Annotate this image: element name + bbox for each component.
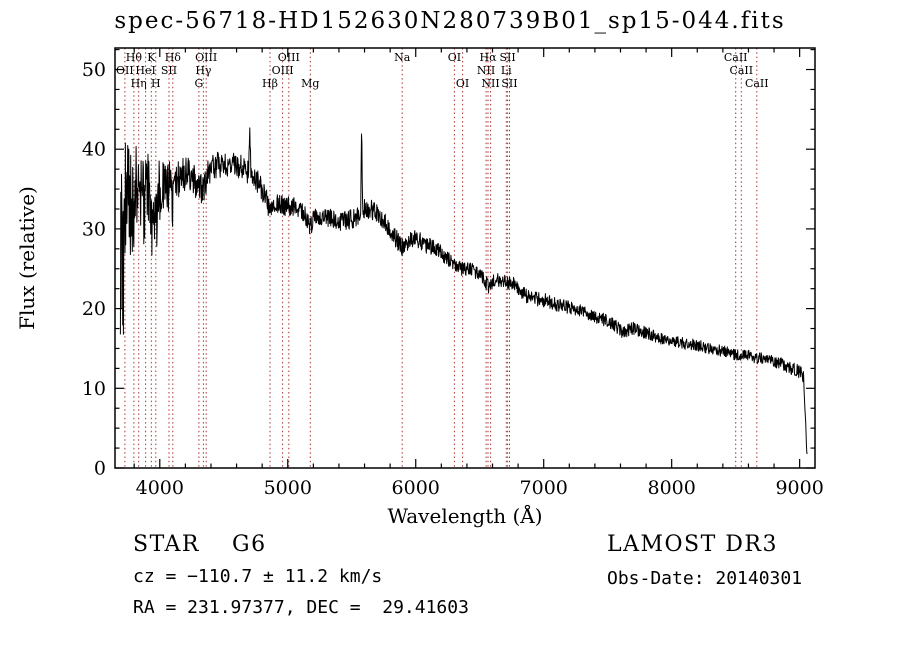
svg-text:OIII: OIII <box>278 51 300 64</box>
svg-text:Hβ: Hβ <box>262 77 278 90</box>
svg-text:SII: SII <box>501 77 517 90</box>
axes-frame <box>114 47 816 469</box>
spectrum-trace <box>119 127 808 455</box>
svg-text:Na: Na <box>394 51 411 64</box>
ra-dec: RA = 231.97377, DEC = 29.41603 <box>133 597 469 618</box>
svg-text:Hη: Hη <box>131 77 147 90</box>
chart-title: spec-56718-HD152630N280739B01_sp15-044.f… <box>114 8 786 34</box>
svg-text:5000: 5000 <box>264 477 312 499</box>
svg-text:OIII: OIII <box>195 51 217 64</box>
svg-text:6000: 6000 <box>392 477 440 499</box>
svg-text:CaII: CaII <box>745 77 769 90</box>
svg-text:Hθ: Hθ <box>126 51 143 64</box>
svg-text:Li: Li <box>501 64 512 77</box>
spectral-line-markers <box>124 48 758 468</box>
svg-text:8000: 8000 <box>647 477 695 499</box>
survey-label: LAMOST DR3 <box>607 532 778 557</box>
svg-text:4000: 4000 <box>136 477 184 499</box>
object-class: STAR <box>133 532 200 557</box>
svg-text:Hα: Hα <box>479 51 497 64</box>
svg-text:7000: 7000 <box>520 477 568 499</box>
y-tick-labels: 0 10 20 30 40 50 <box>82 59 106 479</box>
svg-text:CaII: CaII <box>729 64 753 77</box>
y-axis-label: Flux (relative) <box>15 186 39 330</box>
svg-text:H: H <box>151 77 161 90</box>
footer-left: STAR G6 cz = −110.7 ± 11.2 km/s RA = 231.… <box>133 532 469 628</box>
classification-line: STAR G6 <box>133 532 469 557</box>
svg-text:NII: NII <box>481 77 499 90</box>
svg-text:Hγ: Hγ <box>195 64 212 77</box>
svg-text:0: 0 <box>94 458 106 480</box>
svg-text:SII: SII <box>161 64 177 77</box>
svg-text:40: 40 <box>82 139 106 161</box>
obs-date: Obs-Date: 20140301 <box>607 568 803 589</box>
svg-text:CaII: CaII <box>724 51 748 64</box>
object-subclass: G6 <box>232 532 267 557</box>
svg-text:OI: OI <box>456 77 469 90</box>
x-tick-labels: 4000 5000 6000 7000 8000 9000 <box>136 477 824 499</box>
svg-text:OIII: OIII <box>272 64 294 77</box>
axis-ticks <box>115 48 815 469</box>
svg-text:K: K <box>147 51 156 64</box>
svg-text:30: 30 <box>82 218 106 240</box>
svg-text:Mg: Mg <box>301 77 319 90</box>
cz-value: cz = −110.7 ± 11.2 km/s <box>133 566 383 587</box>
svg-text:G: G <box>195 77 204 90</box>
svg-text:20: 20 <box>82 298 106 320</box>
svg-text:SII: SII <box>499 51 515 64</box>
svg-text:OII: OII <box>116 64 134 77</box>
x-axis-label: Wavelength (Å) <box>387 503 542 528</box>
svg-text:9000: 9000 <box>775 477 823 499</box>
svg-text:10: 10 <box>82 378 106 400</box>
svg-text:NII: NII <box>477 64 495 77</box>
svg-text:HeI: HeI <box>135 64 155 77</box>
footer-right: LAMOST DR3 Obs-Date: 20140301 <box>607 532 802 599</box>
svg-text:50: 50 <box>82 59 106 81</box>
svg-text:Hδ: Hδ <box>165 51 182 64</box>
svg-text:OI: OI <box>448 51 461 64</box>
